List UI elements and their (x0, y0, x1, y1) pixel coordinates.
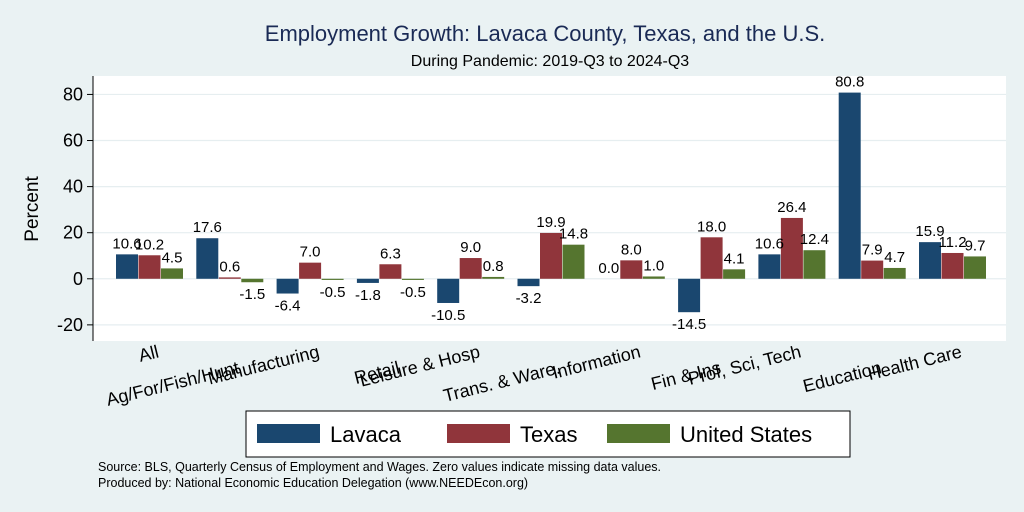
bar-texas (218, 277, 241, 279)
data-label: 0.8 (483, 258, 504, 275)
category-label: Manufacturing (206, 341, 322, 388)
legend-label: Texas (520, 422, 577, 447)
produced-by-note: Produced by: National Economic Education… (98, 476, 528, 490)
bar-texas (941, 252, 964, 279)
data-label: 1.0 (643, 257, 664, 274)
y-tick-label: 80 (63, 84, 83, 104)
bar-texas (620, 260, 643, 279)
bar-united-states (161, 268, 183, 279)
data-label: -3.2 (516, 290, 542, 307)
data-label: 19.9 (536, 214, 565, 231)
y-tick-label: -20 (57, 315, 83, 335)
y-tick-label: 60 (63, 131, 83, 151)
data-label: -0.5 (320, 284, 346, 301)
source-note: Source: BLS, Quarterly Census of Employm… (98, 460, 661, 474)
bar-lavaca (356, 278, 379, 283)
bar-lavaca (276, 278, 299, 294)
bar-united-states (241, 278, 264, 283)
bar-texas (700, 237, 723, 279)
bar-lavaca (437, 278, 460, 303)
data-label: 10.6 (755, 235, 784, 252)
data-label: 17.6 (193, 219, 222, 236)
data-label: 8.0 (621, 241, 642, 258)
data-label: 14.8 (559, 226, 588, 243)
bar-united-states (642, 276, 665, 279)
bar-lavaca (919, 242, 941, 279)
data-label: 6.3 (380, 245, 401, 262)
y-tick-label: 20 (63, 223, 83, 243)
bar-texas (780, 217, 803, 279)
legend: Lavaca Texas United States (245, 410, 851, 458)
plot-area (93, 76, 1006, 341)
data-label: -1.8 (355, 287, 381, 304)
category-label: Health Care (866, 341, 964, 384)
legend-swatch (447, 424, 510, 443)
data-label: -1.5 (239, 286, 265, 303)
bar-lavaca (758, 254, 781, 279)
data-label: -14.5 (672, 316, 706, 333)
data-label: 7.9 (862, 242, 883, 259)
bar-texas (459, 258, 482, 279)
chart-title: Employment Growth: Lavaca County, Texas,… (265, 21, 825, 46)
legend-swatch (257, 424, 320, 443)
bar-united-states (401, 278, 424, 280)
data-label: 9.0 (460, 239, 481, 256)
data-label: -10.5 (431, 307, 465, 324)
category-label: All (136, 341, 160, 365)
bar-lavaca (116, 254, 138, 279)
data-label: 10.2 (135, 236, 164, 253)
y-tick-label: 0 (73, 269, 83, 289)
data-label: 18.0 (697, 218, 726, 235)
legend-label: Lavaca (330, 422, 402, 447)
category-label: Information (550, 341, 642, 382)
bar-united-states (482, 276, 505, 279)
data-label: 9.7 (965, 237, 986, 254)
y-tick-label: 40 (63, 177, 83, 197)
data-label: 11.2 (938, 234, 966, 251)
data-label: 15.9 (915, 223, 944, 240)
axes: -20 0 20 40 60 80 (57, 76, 94, 341)
bar-lavaca (517, 278, 540, 287)
bar-texas (540, 232, 562, 279)
data-label: 0.6 (219, 258, 240, 275)
bar-texas (861, 260, 884, 279)
bar-united-states (883, 267, 906, 279)
bar-lavaca (196, 238, 219, 279)
bar-united-states (723, 269, 746, 279)
y-axis-title: Percent (22, 176, 43, 242)
bar-texas (299, 262, 322, 279)
data-label: 80.8 (835, 74, 864, 91)
data-label: 4.7 (884, 249, 905, 266)
data-label: 4.1 (724, 250, 745, 267)
data-label: 10.6 (112, 235, 141, 252)
bar-lavaca (678, 278, 701, 313)
data-label: 26.4 (777, 199, 806, 216)
bar-united-states (562, 244, 585, 279)
data-label: -0.5 (400, 284, 426, 301)
data-label: 12.4 (800, 231, 829, 248)
bar-united-states (803, 250, 826, 279)
data-labels: 10.610.24.517.60.6-1.5-6.47.0-0.5 -1.86.3… (112, 74, 985, 334)
bar-texas (138, 255, 161, 279)
data-label: 4.5 (162, 249, 183, 266)
data-label: 7.0 (300, 244, 321, 261)
bar-united-states (321, 278, 344, 280)
category-label: Prof, Sci, Tech (686, 341, 803, 388)
chart-subtitle: During Pandemic: 2019-Q3 to 2024-Q3 (411, 53, 689, 70)
bars (116, 92, 986, 313)
bar-texas (379, 264, 402, 279)
data-label: -6.4 (275, 298, 301, 315)
bar-united-states (964, 256, 986, 279)
legend-label: United States (680, 422, 812, 447)
legend-box (245, 410, 851, 458)
legend-swatch (607, 424, 670, 443)
data-label: 0.0 (598, 260, 619, 277)
bar-lavaca (838, 92, 861, 279)
